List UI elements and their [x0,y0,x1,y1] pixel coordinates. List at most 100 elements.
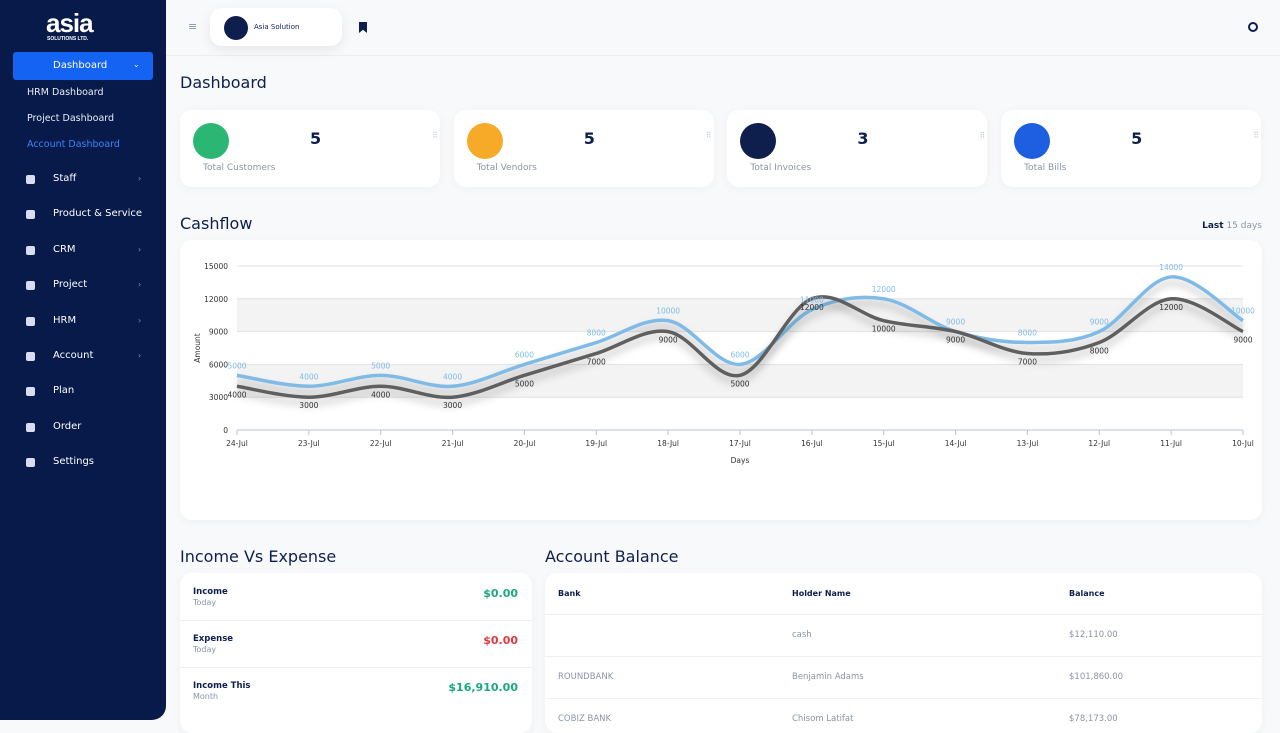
stat-label: Total Customers [203,163,276,173]
menu-item[interactable]: Staff [53,173,77,184]
data-label: 10000 [1231,307,1255,316]
stat-value: 5 [310,129,322,148]
data-label: 7000 [587,357,606,366]
stat-icon [466,123,503,159]
logo-sub: SOLUTIONS LTD. [47,36,89,42]
menu-item[interactable]: Account [53,350,94,361]
stat-card: 5 Total Customers ⠿ [180,110,440,187]
y-tick-label: 0 [223,426,228,435]
stat-icon [1014,123,1051,159]
menu-icon [26,281,35,291]
menu-item[interactable]: Product & Service [53,208,143,220]
data-label: 8000 [1018,329,1037,338]
menu-item[interactable]: CRM [53,243,76,255]
section-title: Income Vs Expense [180,547,337,566]
company-switcher[interactable]: Asia Solution [210,8,342,46]
sidebar: asia SOLUTIONS LTD. Dashboard ⌄ HRM Dashb… [0,0,166,720]
row-sub: Month [193,692,219,701]
chevron: › [138,244,142,254]
data-label: 9000 [1233,336,1252,345]
chevron: › [138,174,142,183]
table-cell: COBIZ BANK [558,714,612,724]
stat-icon [740,123,777,159]
submenu-item[interactable]: Account Dashboard [27,139,120,150]
x-tick-label: 19-Jul [585,439,607,448]
menu-icon [26,422,35,432]
divider [180,667,532,668]
y-tick-label: 15000 [204,262,228,271]
menu-item[interactable]: Order [53,420,82,432]
bookmark-icon[interactable] [359,22,367,33]
chevron: › [138,280,142,290]
menu-icon [26,245,35,255]
stat-value: 5 [1131,129,1143,148]
data-label: 3000 [443,401,462,410]
data-label: 8000 [587,329,606,338]
stat-card: 5 Total Bills ⠿ [1001,110,1262,187]
data-label: 14000 [1159,263,1183,272]
data-label: 5000 [227,361,246,370]
menu-item[interactable]: Project [53,279,88,291]
range-strong: Last [1202,221,1224,231]
row-label: Income This [193,681,251,691]
company-name: Asia Solution [254,23,300,31]
menu-icon [26,387,35,397]
menu-item[interactable]: Settings [53,456,95,468]
topbar: ≡ Asia Solution [166,0,1280,56]
row-label: Expense [193,634,234,644]
data-label: 3000 [299,401,318,410]
data-label: 4000 [227,390,246,399]
menu-icon [26,210,35,220]
menu-item[interactable]: Plan [53,385,75,397]
submenu-item[interactable]: Project Dashboard [27,113,115,124]
chart: 0 3000 6000 9000 12000 15000 24-Jul 23-Jul 22-Ju… [193,262,1255,465]
table-header: Bank [558,589,581,598]
y-tick-label: 9000 [209,328,228,337]
y-tick-label: 3000 [209,393,228,402]
grid-band [237,298,1243,332]
menu-label: Dashboard [53,60,108,71]
table-cell: $12,110.00 [1069,630,1118,640]
divider [545,614,1262,615]
table-cell: Benjamin Adams [792,672,864,682]
stat-value: 5 [583,129,595,148]
chevron: › [138,351,142,360]
data-label: 12000 [872,285,896,294]
submenu-item[interactable]: HRM Dashboard [27,87,104,98]
row-sub: Today [193,645,217,654]
row-label: Income [193,587,228,597]
x-tick-label: 18-Jul [657,439,679,448]
menu-active[interactable]: Dashboard ⌄ [13,52,153,80]
stat-card: 3 Total Invoices ⠿ [727,110,988,187]
x-tick-label: 24-Jul [226,439,248,448]
stat-label: Total Vendors [476,163,537,173]
logo[interactable]: asia [46,8,94,38]
drag-handle: ⠿ [432,131,438,140]
data-label: 5000 [515,379,534,388]
x-tick-label: 14-Jul [945,439,967,448]
menu-icon [26,175,35,184]
menu-toggle[interactable]: ≡ [188,20,198,33]
x-tick-label: 13-Jul [1017,439,1039,448]
range-text: 15 days [1226,221,1262,231]
table-cell: $101,860.00 [1069,672,1124,682]
data-label: 7000 [1018,357,1037,366]
line [236,295,1244,400]
section-title: Cashflow [180,214,253,233]
data-label: 4000 [443,372,462,381]
language-icon[interactable] [1248,22,1258,32]
x-tick-label: 12-Jul [1088,439,1110,448]
x-tick-label: 11-Jul [1160,439,1182,448]
table-cell: cash [792,630,812,640]
stat-value: 3 [857,129,869,148]
range[interactable]: Last 15 days [1150,221,1262,231]
y-axis-label: Amount [193,333,202,363]
x-tick-label: 10-Jul [1232,439,1254,448]
x-tick-label: 16-Jul [801,439,823,448]
data-label: 9000 [946,336,965,345]
drag-handle: ⠿ [979,131,986,140]
divider [545,698,1262,699]
section-title: Account Balance [545,547,679,566]
menu-item[interactable]: HRM [53,314,77,326]
